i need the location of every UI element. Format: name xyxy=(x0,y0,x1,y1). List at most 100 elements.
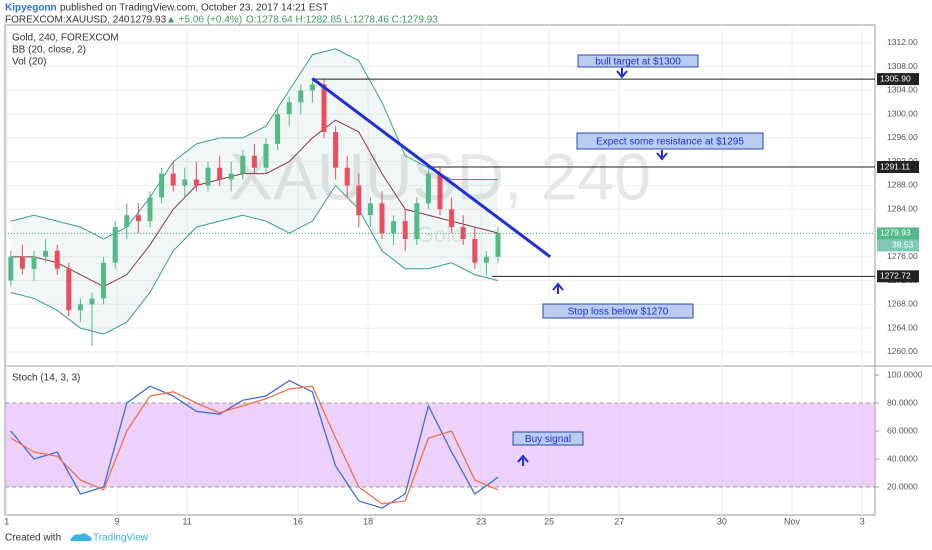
annotation-box xyxy=(512,431,584,446)
y-tick-label: 1312.00 xyxy=(887,37,918,47)
candle-body xyxy=(321,84,327,132)
y-tick-label: 20.0000 xyxy=(887,481,918,491)
candle-body xyxy=(205,167,211,186)
stoch-band xyxy=(5,403,875,487)
annotation: bull target at $1300 xyxy=(595,57,681,68)
annotation: Expect some resistance at $1295 xyxy=(596,137,744,148)
candle-body xyxy=(275,114,281,144)
y-tick-label: 1260.00 xyxy=(887,346,918,356)
price-label: 1279.93 xyxy=(880,228,911,238)
candle-body xyxy=(124,215,130,228)
x-tick-label: 25 xyxy=(544,516,554,526)
y-tick-label: 1284.00 xyxy=(887,204,918,214)
arrow xyxy=(517,454,529,466)
candle-body xyxy=(309,84,315,91)
candle-body xyxy=(101,262,107,299)
arrow xyxy=(616,68,628,79)
y-tick-label: 1304.00 xyxy=(887,85,918,95)
candle-body xyxy=(391,221,397,234)
footer-brand: TradingView xyxy=(93,533,149,544)
x-tick-label: 3 xyxy=(860,516,865,526)
candle-body xyxy=(449,209,455,228)
x-tick-label: 1 xyxy=(4,516,9,526)
y-tick-label: 1276.00 xyxy=(887,251,918,261)
arrows xyxy=(517,68,668,466)
y-tick-label: 1264.00 xyxy=(887,322,918,332)
candle-body xyxy=(460,227,466,239)
candle-body xyxy=(170,173,176,186)
vol-label: 38.53 xyxy=(892,240,914,250)
candle-body xyxy=(495,233,501,257)
y-tick-label: 1308.00 xyxy=(887,61,918,71)
candle-body xyxy=(89,298,95,305)
symbol: FOREXCOM:XAUUSD, 240 xyxy=(5,15,130,26)
y-tick-label: 1300.00 xyxy=(887,108,918,118)
x-tick-label: 18 xyxy=(363,516,373,526)
candle-body xyxy=(356,185,362,216)
candle-body xyxy=(193,179,199,186)
y-tick-label: 100.0000 xyxy=(887,369,923,379)
legend: Stoch (14, 3, 3) xyxy=(12,373,80,384)
arrow xyxy=(656,150,668,161)
level-label: 1305.90 xyxy=(880,73,911,83)
x-tick-label: 23 xyxy=(476,516,486,526)
candle-body xyxy=(217,167,223,180)
candle-body xyxy=(147,197,153,222)
candle-body xyxy=(43,250,49,257)
change: ▲ +5.06 (+0.4%) xyxy=(166,15,242,26)
candle-body xyxy=(31,256,37,269)
candle-body xyxy=(425,173,431,204)
arrow xyxy=(552,282,564,294)
candle-body xyxy=(437,173,443,210)
footer-text: Created with xyxy=(5,533,61,544)
x-tick-label: 11 xyxy=(182,516,191,526)
candle-body xyxy=(77,304,83,311)
x-tick-label: 30 xyxy=(717,516,727,526)
legend: Vol (20) xyxy=(12,57,46,68)
y-tick-label: 60.0000 xyxy=(887,425,918,435)
level-tag xyxy=(877,73,919,86)
bb-fill xyxy=(10,48,499,335)
candle-body xyxy=(483,256,489,263)
candle-body xyxy=(263,143,269,168)
candle-body xyxy=(298,90,304,103)
vol-tag xyxy=(877,239,919,252)
candle-body xyxy=(228,173,234,180)
legend: Gold, 240, FOREXCOM xyxy=(12,33,119,44)
author: Kipyegonn xyxy=(5,3,57,14)
y-tick-label: 1296.00 xyxy=(887,132,918,142)
annotation: Buy signal xyxy=(525,434,571,445)
candle-body xyxy=(367,203,373,216)
y-tick-label: 1288.00 xyxy=(887,180,918,190)
y-tick-label: 1292.00 xyxy=(887,156,918,166)
candle-body xyxy=(402,221,408,239)
candle-body xyxy=(19,256,25,269)
published: published on TradingView.com, October 23… xyxy=(60,3,328,14)
annotation-box xyxy=(542,303,694,319)
candle-body xyxy=(182,179,188,186)
y-tick-label: 80.0000 xyxy=(887,397,918,407)
ohlc: O:1278.64 H:1282.85 L:1278.46 C:1279.93 xyxy=(246,15,438,26)
watermark: Gold xyxy=(417,222,463,247)
x-tick-label: 9 xyxy=(114,516,119,526)
candle-body xyxy=(414,203,420,239)
annotation: Stop loss below $1270 xyxy=(568,307,669,318)
candle-body xyxy=(112,227,118,263)
trendline xyxy=(311,77,552,259)
candle-body xyxy=(333,131,339,168)
x-tick-label: 16 xyxy=(293,516,303,526)
price-tag xyxy=(877,227,919,240)
candle-body xyxy=(135,215,141,222)
x-tick-label: Nov xyxy=(784,516,801,526)
y-tick-label: 1268.00 xyxy=(887,299,918,309)
annotation-box xyxy=(576,132,764,150)
legend: BB (20, close, 2) xyxy=(12,45,86,56)
candle-body xyxy=(66,268,72,311)
candle-body xyxy=(286,102,292,115)
candle-body xyxy=(8,256,14,281)
candle-body xyxy=(54,250,60,269)
x-tick-label: 27 xyxy=(614,516,624,526)
annotation-box xyxy=(577,54,699,68)
